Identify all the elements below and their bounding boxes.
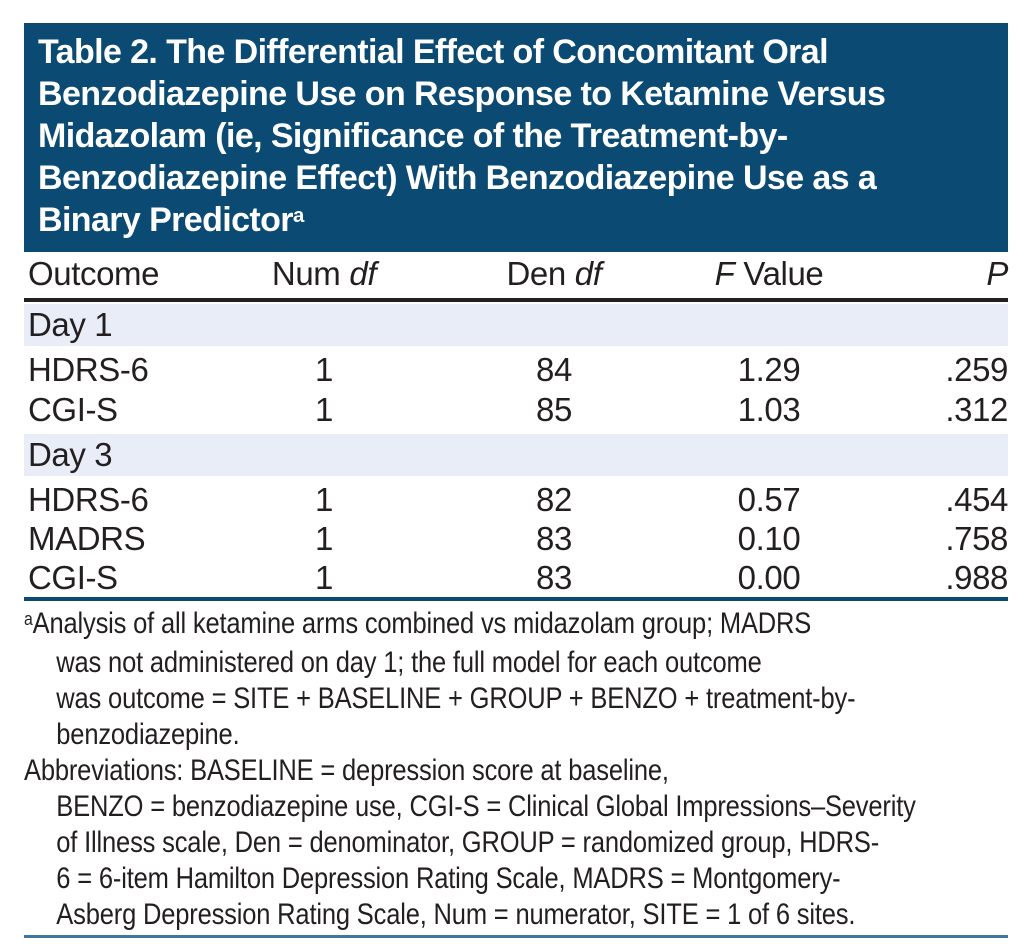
cell-den-df: 82 — [536, 480, 572, 518]
footnote-line: was not administered on day 1; the full … — [56, 646, 762, 679]
footnote-line: was outcome = SITE + BASELINE + GROUP + … — [56, 682, 856, 715]
f-value-label: Value — [743, 255, 824, 292]
cell-f-value: 1.29 — [737, 351, 801, 388]
figure-content: Table 2. The Differential Effect of Conc… — [24, 23, 1008, 938]
table-row: HDRS-6 1 84 1.29 .259 — [24, 350, 1008, 390]
section-band-day1: Day 1 — [24, 304, 1008, 346]
cell-p: .259 — [945, 351, 1008, 388]
cell-den-df: 85 — [536, 391, 572, 428]
title-line: Benzodiazepine Effect) With Benzodiazepi… — [38, 159, 877, 197]
abbreviations-line: of Illness scale, Den = denominator, GRO… — [56, 826, 880, 859]
title-line: Table 2. The Differential Effect of Conc… — [38, 33, 829, 71]
title-text: Binary Predictor — [38, 201, 294, 239]
table-header-row: Outcome Num df Den df F Value P — [24, 252, 1008, 298]
footnote-text: Analysis of all ketamine arms combined v… — [32, 607, 812, 640]
title-line: Midazolam (ie, Significance of the Treat… — [38, 117, 788, 155]
day3-rows: HDRS-6 1 82 0.57 .454 MADRS 1 83 0.10 .7… — [24, 480, 1008, 597]
cell-p: .988 — [945, 558, 1008, 596]
cell-f-value: 0.00 — [737, 558, 801, 596]
col-header-num-df: Num df — [214, 255, 434, 293]
stats-table: Outcome Num df Den df F Value P Day 1 HDRS-… — [24, 252, 1008, 601]
cell-outcome: MADRS — [28, 519, 146, 557]
col-header-f-value: F Value — [674, 255, 864, 293]
col-header-p: P — [986, 255, 1008, 292]
num-df-italic: df — [349, 255, 377, 292]
abbreviations-line: BENZO = benzodiazepine use, CGI-S = Clin… — [56, 790, 916, 823]
section-band-day3: Day 3 — [24, 434, 1008, 476]
cell-num-df: 1 — [315, 480, 333, 518]
day1-rows: HDRS-6 1 84 1.29 .259 CGI-S 1 85 1.03 .3… — [24, 350, 1008, 430]
cell-den-df: 84 — [536, 351, 572, 388]
cell-outcome: CGI-S — [28, 391, 118, 428]
header-rule — [24, 298, 1008, 302]
den-df-italic: df — [574, 255, 602, 292]
abbreviations-line: Asberg Depression Rating Scale, Num = nu… — [56, 898, 856, 931]
abbreviations-line: Abbreviations: BASELINE = depression sco… — [24, 754, 669, 787]
cell-num-df: 1 — [315, 558, 333, 596]
col-header-den-df: Den df — [434, 255, 674, 293]
cell-outcome: HDRS-6 — [28, 351, 149, 388]
title-line: Binary Predictora — [38, 199, 994, 246]
footnote-marker: a — [24, 608, 33, 630]
cell-p: .454 — [945, 480, 1008, 518]
title-footnote-marker: a — [292, 204, 304, 227]
cell-f-value: 1.03 — [737, 391, 801, 428]
cell-num-df: 1 — [315, 351, 333, 388]
cell-outcome: CGI-S — [28, 558, 118, 596]
abbreviations-line: 6 = 6-item Hamilton Depression Rating Sc… — [56, 862, 841, 895]
section-label: Day 1 — [28, 306, 113, 343]
cell-num-df: 1 — [315, 519, 333, 557]
cell-f-value: 0.10 — [737, 519, 801, 557]
num-label: Num — [271, 255, 341, 292]
cell-num-df: 1 — [315, 391, 333, 428]
cell-den-df: 83 — [536, 558, 572, 596]
cell-p: .312 — [945, 391, 1008, 428]
cell-outcome: HDRS-6 — [28, 480, 149, 518]
table-title-banner: Table 2. The Differential Effect of Conc… — [24, 23, 1008, 252]
cell-den-df: 83 — [536, 519, 572, 557]
title-line: Benzodiazepine Use on Response to Ketami… — [38, 75, 886, 113]
table-footnotes: aAnalysis of all ketamine arms combined … — [24, 606, 1008, 933]
footnote-line: aAnalysis of all ketamine arms combined … — [24, 606, 1008, 645]
table-row: MADRS 1 83 0.10 .758 — [24, 519, 1008, 558]
cell-p: .758 — [945, 519, 1008, 557]
col-header-outcome: Outcome — [28, 255, 160, 292]
footnote-line: benzodiazepine. — [56, 718, 240, 751]
table-row: CGI-S 1 83 0.00 .988 — [24, 558, 1008, 597]
table-bottom-rule — [24, 597, 1008, 601]
f-italic: F — [714, 255, 735, 292]
table-row: CGI-S 1 85 1.03 .312 — [24, 390, 1008, 430]
table-row: HDRS-6 1 82 0.57 .454 — [24, 480, 1008, 519]
section-label: Day 3 — [28, 436, 113, 473]
cell-f-value: 0.57 — [737, 480, 801, 518]
den-label: Den — [506, 255, 566, 292]
figure-bottom-rule — [24, 935, 1008, 938]
